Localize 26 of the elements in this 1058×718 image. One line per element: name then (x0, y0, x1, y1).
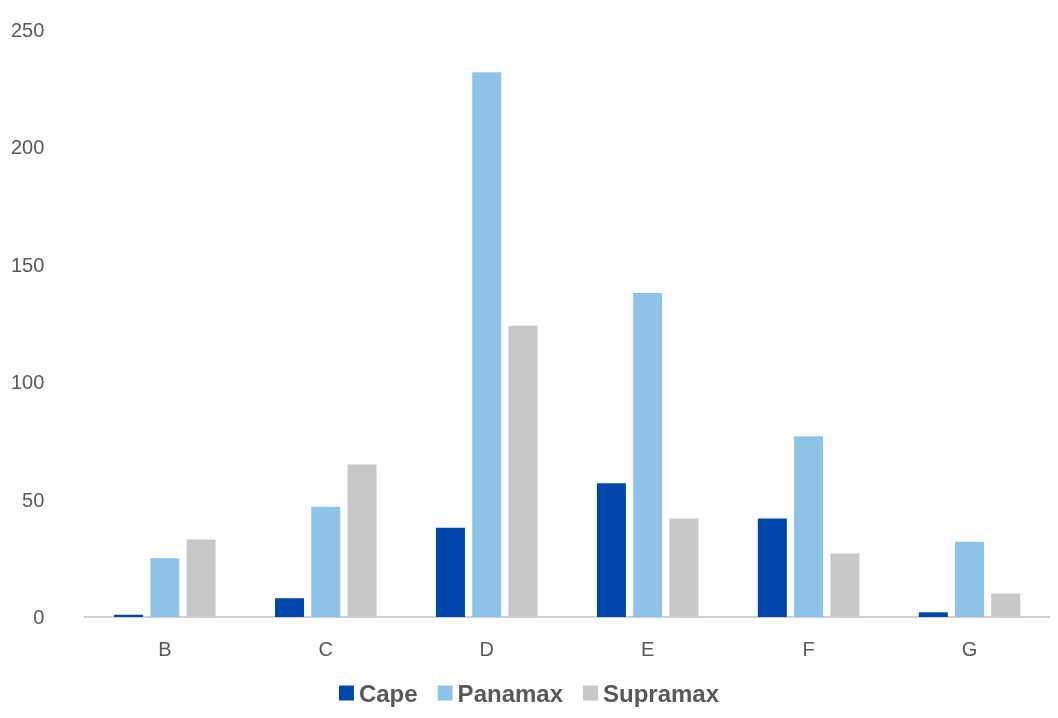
bar (435, 527, 465, 617)
bar (596, 483, 626, 617)
legend-label: Panamax (457, 679, 564, 707)
bar (794, 436, 824, 617)
bar (275, 598, 305, 617)
y-tick-label: 250 (10, 19, 45, 41)
x-tick-label: G (961, 638, 978, 660)
bar (955, 541, 985, 617)
x-tick-label: B (158, 638, 172, 660)
y-tick-label: 50 (22, 488, 45, 511)
bar (311, 506, 341, 617)
bar (757, 518, 787, 617)
y-tick-label: 150 (10, 253, 45, 276)
x-tick-label: C (318, 638, 333, 660)
bar (150, 558, 180, 617)
legend-label: Supramax (603, 679, 720, 707)
x-tick-label: F (802, 638, 815, 660)
bar (633, 292, 663, 617)
bar (918, 612, 948, 617)
bar (472, 72, 502, 617)
y-tick-label: 100 (10, 371, 45, 394)
y-tick-label: 200 (10, 136, 45, 159)
x-tick-label: D (479, 638, 494, 660)
y-tick-label: 0 (33, 606, 45, 628)
legend-label: Cape (358, 679, 418, 707)
x-tick-label: E (640, 638, 655, 660)
